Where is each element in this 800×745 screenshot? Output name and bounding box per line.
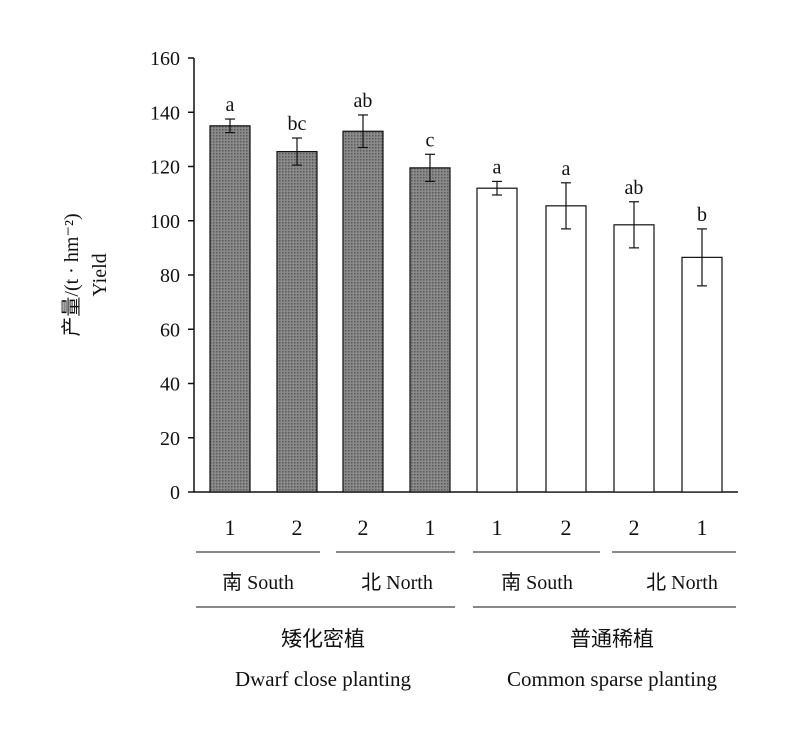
category-label-3: 2 <box>358 515 369 540</box>
significance-letter-2: bc <box>288 113 307 135</box>
subgroup-label-4: 北 North <box>646 571 718 594</box>
y-ticks: 0 20 40 60 80 100 120 140 160 <box>150 48 194 504</box>
y-tick-label: 0 <box>170 482 180 504</box>
group-label-2-cn: 普通稀植 <box>570 627 654 651</box>
significance-letter-3: ab <box>354 90 373 112</box>
y-tick-label: 160 <box>150 48 180 70</box>
bar-5 <box>476 187 518 493</box>
category-label-2: 2 <box>292 515 303 540</box>
category-label-6: 2 <box>561 515 572 540</box>
category-label-1: 1 <box>225 515 236 540</box>
bar-4 <box>409 167 451 493</box>
group-label-1-en: Dwarf close planting <box>235 667 412 691</box>
y-tick-label: 20 <box>160 428 180 450</box>
bar-7 <box>613 224 655 493</box>
y-tick-label: 100 <box>150 211 180 233</box>
subgroup-label-1: 南 South <box>222 571 294 594</box>
y-tick-label: 80 <box>160 265 180 287</box>
significance-letter-8: b <box>697 204 707 226</box>
y-tick-label: 120 <box>150 157 180 179</box>
y-axis-title-en: Yield <box>89 253 111 296</box>
significance-letter-5: a <box>493 156 502 178</box>
bar-3 <box>342 130 384 493</box>
category-label-5: 1 <box>492 515 503 540</box>
bar-6 <box>545 205 587 493</box>
category-label-4: 1 <box>425 515 436 540</box>
y-tick-label: 140 <box>150 102 180 124</box>
category-labels: 1 2 2 1 1 2 2 1 <box>225 515 708 540</box>
significance-letter-6: a <box>562 158 571 180</box>
significance-letter-7: ab <box>625 177 644 199</box>
subgroup-label-2: 北 North <box>361 571 433 594</box>
significance-letter-4: c <box>426 129 435 151</box>
bar-1 <box>209 125 251 493</box>
group-label-1-cn: 矮化密植 <box>281 627 365 651</box>
y-axis-title-cn: 产量/(t · hm⁻²) <box>60 213 83 336</box>
bar-2 <box>276 150 318 493</box>
group-label-2-en: Common sparse planting <box>507 667 717 691</box>
y-tick-label: 40 <box>160 374 180 396</box>
category-label-8: 1 <box>697 515 708 540</box>
subgroup-label-3: 南 South <box>501 571 573 594</box>
significance-letter-1: a <box>226 94 235 116</box>
category-label-7: 2 <box>629 515 640 540</box>
bar-8 <box>681 256 723 493</box>
y-tick-label: 60 <box>160 319 180 341</box>
